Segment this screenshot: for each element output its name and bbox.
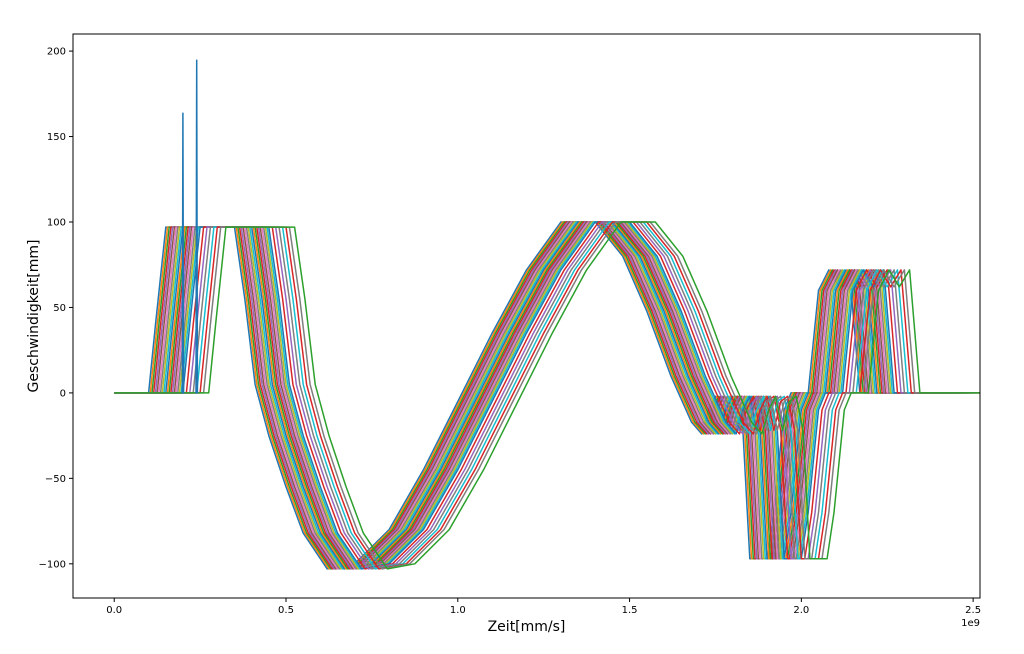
x-tick-label: 0.0: [106, 605, 122, 616]
x-tick-label: 2.5: [965, 605, 981, 616]
series-lines: [114, 59, 980, 570]
y-tick-label: 200: [47, 47, 66, 58]
x-tick-label: 2.0: [793, 605, 809, 616]
y-tick-label: −100: [39, 559, 66, 570]
x-tick-label: 1.0: [450, 605, 466, 616]
x-axis-ticks: 0.0 0.5 1.0 1.5 2.0 2.5: [106, 598, 981, 616]
y-axis-label: Geschwindigkeit[mm]: [26, 239, 42, 392]
y-tick-label: 50: [53, 303, 66, 314]
x-tick-label: 1.5: [622, 605, 638, 616]
spike-line: [195, 59, 199, 394]
y-tick-label: 150: [47, 132, 66, 143]
x-axis-label: Zeit[mm/s]: [488, 619, 566, 635]
series-line: [114, 221, 980, 570]
plot-frame: [72, 33, 981, 599]
y-tick-label: 100: [47, 218, 66, 229]
y-tick-label: −50: [45, 474, 66, 485]
spike-line: [181, 112, 185, 394]
y-tick-label: 0: [60, 388, 66, 399]
series-line: [114, 221, 980, 570]
y-axis-ticks: −100 −50 0 50 100 150 200: [39, 47, 73, 570]
x-tick-label: 0.5: [278, 605, 294, 616]
x-axis-offset-text: 1e9: [961, 618, 980, 629]
